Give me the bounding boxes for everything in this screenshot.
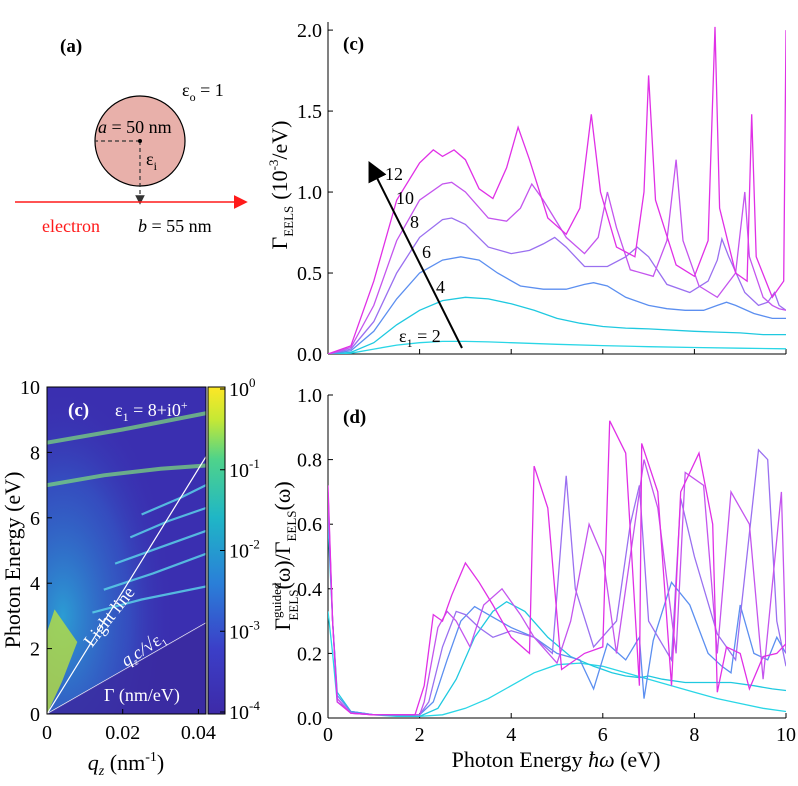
y-tick-label: 1.0 — [297, 182, 322, 204]
y-tick-label: 2 — [30, 639, 40, 661]
arrow-label: 12 — [385, 164, 403, 184]
y-tick-label: 0.4 — [297, 579, 322, 601]
y-tick-label: 0.0 — [297, 708, 322, 730]
y-tick-label: 6 — [30, 508, 40, 530]
arrow-label: 8 — [410, 212, 419, 232]
panel-b-axes: 0 2 4 6 8 10 0 0.02 0.04 — [20, 377, 216, 744]
series-line — [328, 340, 786, 354]
radius-label: a = 50 nm — [98, 117, 172, 137]
x-tick-label: 8 — [689, 724, 699, 746]
panel-c-label: (c) — [343, 34, 364, 55]
epsilon-annotation: ε1 = 8+i0+ — [115, 398, 188, 424]
colorbar-tick-label: 10-1 — [229, 456, 260, 482]
guided-mode-band — [141, 484, 206, 516]
x-tick-label: 0.02 — [105, 722, 140, 744]
y-tick-label: 4 — [30, 573, 40, 595]
x-tick-label: 6 — [598, 724, 608, 746]
series-line — [328, 459, 786, 716]
x-tick-label: 4 — [506, 724, 516, 746]
panel-d-axes: 0.0 0.2 0.4 0.6 0.8 1.0 0 2 4 6 8 10 — [297, 385, 796, 746]
radiative-band — [47, 463, 206, 488]
colorbar-tick-label: 10-2 — [229, 537, 260, 563]
colorbar-ticks: 100 10-1 10-2 10-3 10-4 — [220, 375, 260, 724]
panel-c-eels-spectrum: 0.0 0.5 1.0 1.5 2.0 (c) 12 10 864 ε1 = 2 ΓEELS… — [266, 20, 787, 366]
panel-d-series — [328, 420, 786, 718]
arrow-label-eps2: ε1 = 2 — [399, 326, 441, 350]
panel-c-ylabel: ΓEELS(10-3/eV) — [266, 120, 296, 249]
panel-d-xlabel: Photon Energy ħω (eV) — [452, 747, 661, 772]
y-tick-label: 1.5 — [297, 101, 322, 123]
light-line — [47, 456, 206, 714]
x-tick-label: 2 — [415, 724, 425, 746]
panel-d-guided-fraction: 0.0 0.2 0.4 0.6 0.8 1.0 0 2 4 6 8 10 (d) Γguided EEL… — [269, 385, 796, 772]
y-tick-label: 0.2 — [297, 643, 322, 665]
panel-c-axes: 0.0 0.5 1.0 1.5 2.0 — [297, 20, 787, 366]
bright-region — [47, 609, 78, 714]
series-line — [328, 420, 786, 716]
eps-i-label: εi — [146, 149, 158, 173]
arrow-label: 4 — [436, 277, 445, 297]
guided-mode-band — [114, 529, 206, 565]
eps-o-label: εo = 1 — [182, 80, 224, 104]
y-tick-label: 10 — [20, 377, 40, 399]
guided-mode-band — [103, 552, 206, 591]
y-tick-label: 0.6 — [297, 514, 322, 536]
panel-a-schematic: (a) εo = 1 a = 50 nm εi electron b = 55 … — [15, 36, 248, 236]
electron-label: electron — [42, 216, 100, 236]
series-line — [328, 26, 786, 354]
y-tick-label: 0.5 — [297, 263, 322, 285]
panel-b-label: (c) — [68, 400, 89, 421]
gamma-unit-label: Γ (nm/eV) — [104, 685, 180, 706]
impact-label: b = 55 nm — [138, 216, 212, 236]
panel-b-ylabel: Photon Energy (eV) — [0, 472, 25, 649]
panel-b-frame — [46, 386, 207, 715]
arrow-labels: 12 10 864 — [385, 164, 445, 297]
series-line — [328, 159, 786, 354]
series-line — [328, 256, 786, 354]
colorbar-tick-label: 100 — [229, 375, 256, 401]
y-tick-label: 0.8 — [297, 450, 322, 472]
heatmap-area — [47, 387, 206, 714]
series-line — [328, 217, 786, 354]
y-tick-label: 0.0 — [297, 344, 322, 366]
y-tick-label: 0 — [30, 704, 40, 726]
panel-d-label: (d) — [343, 407, 366, 428]
nonradiative-region — [47, 622, 206, 714]
x-tick-label: 10 — [776, 724, 796, 746]
colorbar-tick-label: 10-3 — [229, 617, 260, 643]
arrow-label: 6 — [422, 242, 431, 262]
x-tick-label: 0.04 — [181, 722, 216, 744]
x-tick-label: 0 — [42, 722, 52, 744]
epsilon-increase-arrow — [368, 161, 463, 349]
y-tick-label: 8 — [30, 442, 40, 464]
guided-mode-band — [129, 506, 206, 539]
radiative-band — [47, 411, 206, 445]
x-tick-label: 0 — [323, 724, 333, 746]
arrow-label: 10 — [396, 188, 414, 208]
panel-d-ylabel: Γguided EELS(ω)/ΓEELS(ω) — [269, 481, 301, 630]
series-line — [328, 296, 786, 354]
guided-mode-band — [92, 585, 206, 614]
colorbar-tick-label: 10-4 — [229, 698, 260, 724]
sphere-center — [138, 139, 142, 143]
panel-b-xlabel: qz (nm-1) — [88, 750, 164, 779]
panel-a-label: (a) — [60, 36, 82, 57]
y-tick-label: 2.0 — [297, 20, 322, 42]
y-tick-label: 1.0 — [297, 385, 322, 407]
